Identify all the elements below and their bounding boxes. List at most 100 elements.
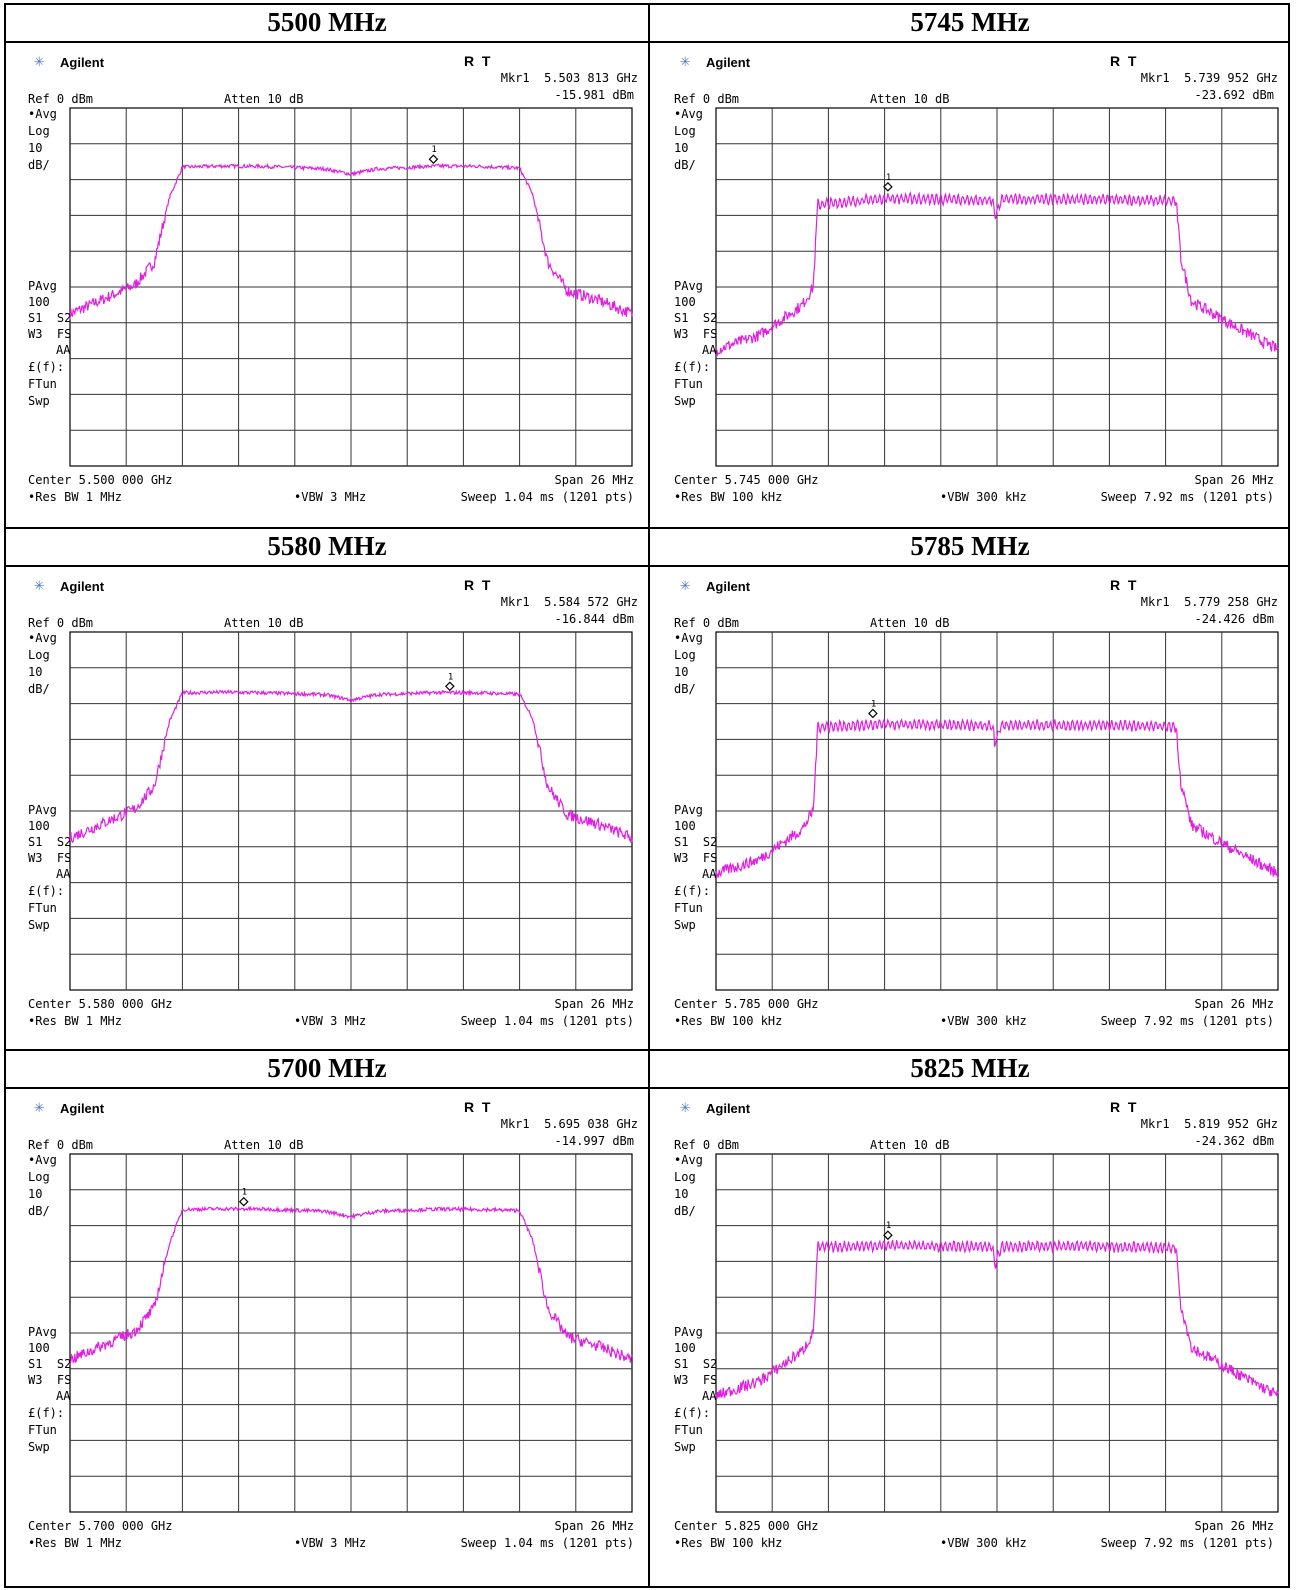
panel-4: 5700 MHz ✳ Agilent R T Mkr1 5.695 038 GHz -14… [4, 1049, 650, 1577]
side-label: FTun [674, 901, 703, 915]
marker-diamond [444, 681, 455, 692]
sweep-time: Sweep 7.92 ms (1201 pts) [1100, 490, 1274, 504]
resolution-bandwidth: •Res BW 100 kHz [674, 1536, 783, 1550]
attenuation: Atten 10 dB [224, 616, 304, 630]
side-label: FTun [28, 1423, 57, 1437]
side-label: Swp [28, 918, 50, 932]
side-label: S1 S2 [28, 311, 72, 325]
marker-diamond [883, 1230, 893, 1241]
marker-number: 1 [242, 1188, 247, 1198]
side-label: Log [28, 124, 50, 138]
attenuation: Atten 10 dB [870, 1138, 950, 1152]
side-label: Log [28, 1170, 50, 1184]
side-label: Swp [674, 1440, 696, 1454]
spectrum-trace [69, 1205, 633, 1365]
marker-frequency: Mkr1 5.584 572 GHz [500, 595, 638, 609]
analyzer-screen: ✳ Agilent R T Mkr1 5.695 038 GHz -14.997 dBm… [4, 1089, 650, 1577]
agilent-logo-icon: ✳ [34, 51, 45, 71]
attenuation: Atten 10 dB [870, 92, 950, 106]
spectrum-plot: 1 [715, 107, 1279, 467]
side-label: PAvg [674, 803, 703, 817]
side-label: 100 [674, 1341, 696, 1355]
marker-number: 1 [431, 145, 436, 155]
analyzer-screen: ✳ Agilent R T Mkr1 5.503 813 GHz -15.981 dBm… [4, 43, 650, 527]
side-label: Swp [28, 1440, 50, 1454]
side-label: Swp [28, 394, 50, 408]
marker-diamond [238, 1196, 249, 1207]
side-label: S1 S2 [28, 835, 72, 849]
brand-label: Agilent [60, 1101, 105, 1116]
attenuation: Atten 10 dB [224, 92, 304, 106]
resolution-bandwidth: •Res BW 1 MHz [28, 490, 122, 504]
marker-frequency: Mkr1 5.739 952 GHz [1140, 71, 1278, 85]
side-label: dB/ [28, 682, 50, 696]
rt-indicator: R T [464, 1099, 491, 1115]
frame-line [648, 3, 650, 1587]
spectrum-plot: 1 [715, 631, 1279, 991]
video-bandwidth: •VBW 3 MHz [294, 1536, 367, 1550]
side-label: PAvg [674, 279, 703, 293]
marker-diamond [883, 181, 893, 192]
video-bandwidth: •VBW 3 MHz [294, 1014, 367, 1028]
side-label: FTun [674, 377, 703, 391]
side-label: PAvg [28, 1325, 57, 1339]
side-label: AA [56, 1389, 71, 1403]
spectrum-trace [715, 1239, 1279, 1400]
spectrum-plot: 1 [69, 631, 633, 991]
panel-5: 5825 MHz ✳ Agilent R T Mkr1 5.819 952 GHz -24… [650, 1049, 1290, 1577]
agilent-logo-icon: ✳ [34, 1097, 45, 1117]
panel-title: 5745 MHz [650, 3, 1290, 43]
sweep-time: Sweep 7.92 ms (1201 pts) [1100, 1014, 1274, 1028]
side-label: 10 [28, 1187, 43, 1201]
marker-number: 1 [886, 1221, 891, 1231]
side-label: dB/ [28, 158, 50, 172]
frame-line [4, 1049, 1290, 1051]
spectrum-trace [715, 717, 1279, 879]
marker-diamond [428, 154, 439, 165]
marker-amplitude: -23.692 dBm [1194, 88, 1274, 102]
marker-amplitude: -16.844 dBm [554, 612, 634, 626]
marker-number: 1 [448, 672, 453, 682]
side-label: £(f): [28, 1406, 65, 1420]
side-label: •Avg [28, 631, 57, 645]
side-label: FTun [28, 901, 57, 915]
video-bandwidth: •VBW 300 kHz [940, 490, 1027, 504]
marker-number: 1 [886, 173, 891, 183]
marker-amplitude: -24.426 dBm [1194, 612, 1274, 626]
side-label: •Avg [674, 107, 703, 121]
side-label: Log [674, 1170, 696, 1184]
reference-level: Ref 0 dBm [28, 616, 94, 630]
panel-1: 5745 MHz ✳ Agilent R T Mkr1 5.739 952 GHz -23… [650, 3, 1290, 527]
span: Span 26 MHz [1194, 473, 1274, 487]
marker-amplitude: -24.362 dBm [1194, 1134, 1274, 1148]
side-label: £(f): [28, 360, 65, 374]
side-label: W3 FS [28, 851, 72, 865]
span: Span 26 MHz [554, 1519, 634, 1533]
side-label: S1 S2 [674, 835, 718, 849]
marker-number: 1 [871, 699, 876, 709]
side-label: Log [28, 648, 50, 662]
frame-line [1288, 3, 1290, 1587]
attenuation: Atten 10 dB [224, 1138, 304, 1152]
panel-3: 5785 MHz ✳ Agilent R T Mkr1 5.779 258 GHz -24… [650, 527, 1290, 1049]
video-bandwidth: •VBW 3 MHz [294, 490, 367, 504]
reference-level: Ref 0 dBm [674, 1138, 740, 1152]
spectrum-trace [715, 190, 1279, 357]
side-label: W3 FS [674, 851, 718, 865]
brand-label: Agilent [706, 579, 751, 594]
span: Span 26 MHz [554, 997, 634, 1011]
center-frequency: Center 5.500 000 GHz [28, 473, 173, 487]
side-label: AA [56, 867, 71, 881]
marker-diamond [868, 708, 878, 719]
span: Span 26 MHz [554, 473, 634, 487]
resolution-bandwidth: •Res BW 100 kHz [674, 490, 783, 504]
frame-line [4, 3, 6, 1587]
sweep-time: Sweep 1.04 ms (1201 pts) [460, 1536, 634, 1550]
side-label: •Avg [28, 1153, 57, 1167]
resolution-bandwidth: •Res BW 1 MHz [28, 1014, 122, 1028]
center-frequency: Center 5.580 000 GHz [28, 997, 173, 1011]
marker-amplitude: -15.981 dBm [554, 88, 634, 102]
side-label: W3 FS [28, 1373, 72, 1387]
side-label: AA [56, 343, 71, 357]
